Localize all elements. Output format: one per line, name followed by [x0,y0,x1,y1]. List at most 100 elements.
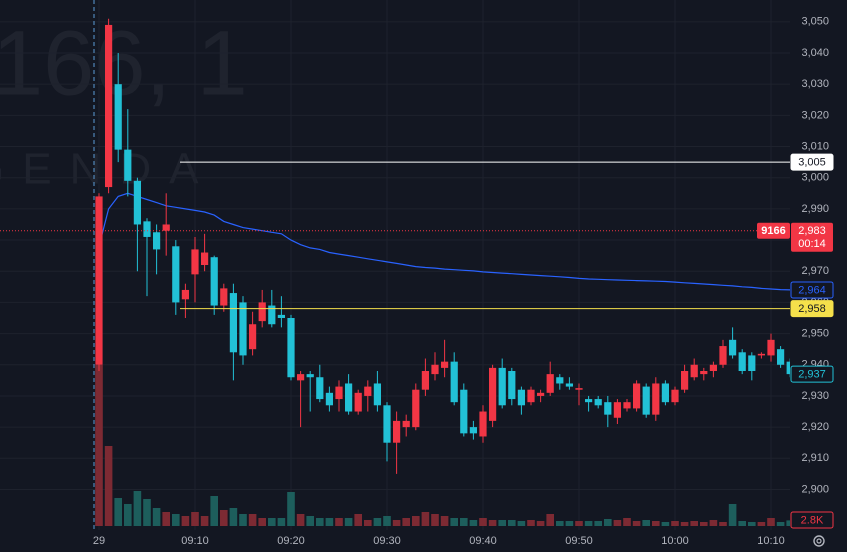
price-axis [790,0,847,552]
candle-body [623,402,631,409]
candle-body [143,221,151,237]
volume-bar [229,508,238,526]
volume-bar [632,521,641,526]
volume-bar [191,512,199,526]
y-tick-label: 3,020 [801,109,829,121]
volume-bar [383,516,391,526]
candle-body [431,364,439,375]
x-tick-label: 09:50 [565,535,593,547]
volume-bar [95,365,103,526]
volume-bar [431,514,439,526]
y-tick-label: 2,970 [801,265,829,277]
volume-bar [344,518,353,526]
candle-body [633,383,641,409]
volume-bar [498,520,506,526]
candle-body [172,246,180,303]
price-line-label: 3,005 [798,157,826,169]
volume-bar [200,516,209,526]
candle-body [325,392,333,406]
candle-body [489,367,497,421]
alert-countdown: 00:14 [798,238,826,250]
y-tick-label: 2,950 [801,327,829,339]
volume-bar [565,521,574,526]
candle-body [210,257,218,306]
candle-body [546,374,554,393]
volume-bar [623,518,631,526]
volume-bar [316,518,324,526]
y-tick-label: 3,000 [801,172,829,184]
candle-body [498,367,506,406]
volume-bar [652,521,660,526]
candle-body [661,383,669,403]
candle-body [249,324,257,350]
volume-bar [642,520,650,526]
candle-body [738,352,746,371]
volume-bar [604,519,612,526]
candle-body [220,288,228,306]
x-tick-label: 09:30 [373,535,401,547]
volume-bar [402,518,410,526]
volume-bar [556,521,564,526]
candle-body [441,361,449,368]
candle-body [421,371,429,390]
volume-bar [748,522,756,526]
candle-body [393,420,401,443]
y-tick-label: 2,900 [801,483,829,495]
average-label: 2,964 [798,284,826,296]
volume-bar [728,504,737,526]
alert-price: 2,983 [798,225,826,237]
volume-bar [488,520,497,526]
candle-body [383,405,391,443]
candle-body [162,224,170,231]
candle-body [239,302,247,356]
volume-bar [306,516,314,526]
y-tick-label: 2,910 [801,452,829,464]
volume-bar [517,521,526,526]
candle-body [345,383,353,412]
volume-bar [690,521,698,526]
volume-bar [719,522,727,526]
volume-label-box [790,511,834,529]
candle-body [306,374,314,378]
volume-bar [296,514,305,526]
candle-body [133,180,141,225]
candle-body [681,371,689,390]
alert-symbol-box [757,222,790,239]
x-tick-label: 09:20 [277,535,305,547]
volume-bar [258,518,266,526]
candle-body [364,386,372,396]
candle-body [700,371,708,375]
volume-bar [613,520,622,526]
volume-bar [546,514,554,526]
volume-bar [162,512,170,526]
y-tick-label: 2,920 [801,421,829,433]
candle-body [316,377,324,400]
candle-body [767,339,775,356]
candle-body [373,383,381,406]
candle-body [153,232,161,250]
candle-body [527,389,535,403]
last-price-label-box [790,365,834,383]
candle-body [517,389,525,406]
average-line [98,192,791,291]
candle-body [556,377,564,384]
x-tick-label: 29 [93,535,105,547]
candle-body [719,346,727,365]
candle-body [114,84,122,150]
volume-bar [268,518,276,526]
x-tick-label: 09:40 [469,535,497,547]
volume-bar [700,522,708,526]
candle-body [585,399,593,403]
volume-bar [584,521,593,526]
settings-icon[interactable] [813,535,825,547]
candle-body [748,355,756,371]
candle-body [335,386,343,400]
volume-bar [364,520,372,526]
candle-body [354,392,362,412]
volume-bar [757,522,766,526]
candle-body [450,361,458,403]
x-tick-label: 09:10 [181,535,209,547]
candle-body [297,374,305,381]
price-line-label: 2,958 [798,303,826,315]
volume-bar [671,521,679,526]
